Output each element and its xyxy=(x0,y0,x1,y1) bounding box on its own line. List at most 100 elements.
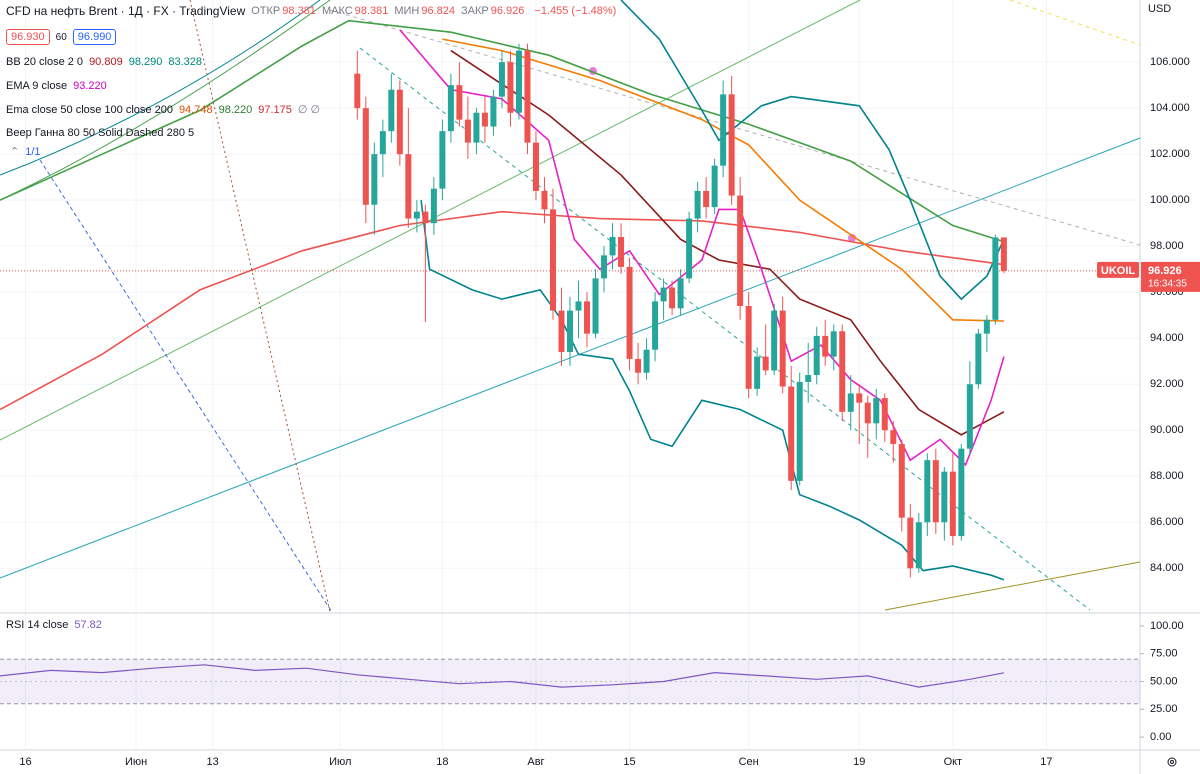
gann-line xyxy=(1009,0,1141,46)
price-tag xyxy=(1097,261,1139,278)
band-line xyxy=(0,0,331,201)
ohlc-value: 96.824 xyxy=(421,5,455,17)
candle-body xyxy=(711,165,718,208)
indicator-value: 98.220 xyxy=(218,103,253,116)
candle-body xyxy=(873,398,880,424)
candle-body xyxy=(703,190,710,208)
change: −1.455 (−1.48%) xyxy=(534,5,617,17)
order-buttons: 96.930 60 96.990 xyxy=(6,29,117,45)
y-tick-label: 75.00 xyxy=(1150,648,1178,660)
candle-body xyxy=(532,142,539,191)
x-tick-label: 15 xyxy=(623,756,635,768)
indicator-legend[interactable]: BB 20 close 2 0 90.809 98.290 83.328 xyxy=(6,56,202,68)
trend-line xyxy=(884,561,1141,611)
candle-body xyxy=(430,188,437,224)
candle-body xyxy=(396,89,403,155)
candle-body xyxy=(464,119,471,143)
order-button[interactable]: 96.990 xyxy=(72,29,117,45)
price-tag-price: 96.926 xyxy=(1148,265,1182,277)
candle-body xyxy=(592,278,599,334)
candle-body xyxy=(456,85,463,120)
candle-body xyxy=(635,358,642,373)
candle-body xyxy=(779,310,786,387)
candle-body xyxy=(839,331,846,412)
y-tick-label: 92.000 xyxy=(1150,378,1184,390)
order-button[interactable]: 96.930 xyxy=(6,29,50,45)
symbol: CFD на нефть Brent · 1Д · FX · TradingVi… xyxy=(6,4,246,18)
candle-body xyxy=(686,218,693,279)
candle-body xyxy=(788,386,795,481)
rsi-title: RSI 14 close xyxy=(6,619,69,631)
candle-body xyxy=(958,448,965,537)
candle-body xyxy=(822,335,829,357)
indicator-value: 98.290 xyxy=(128,56,163,68)
y-tick-label: 102.000 xyxy=(1150,148,1190,160)
candle-body xyxy=(473,112,480,143)
gann-line xyxy=(359,47,1091,611)
candle-body xyxy=(515,50,522,113)
indicator-value: 94.748 xyxy=(178,103,213,116)
x-tick-label: Авг xyxy=(527,756,544,768)
candle-body xyxy=(745,306,752,389)
indicator-legend[interactable]: Ema close 50 close 100 close 200 94.748 98… xyxy=(6,103,321,117)
candle-body xyxy=(490,96,497,127)
candle-body xyxy=(728,94,735,196)
candle-body xyxy=(549,209,556,311)
candle-body xyxy=(813,335,820,376)
rsi-value: 57.82 xyxy=(74,619,102,631)
candle-body xyxy=(601,255,608,279)
candle-body xyxy=(975,333,982,385)
candle-body xyxy=(405,154,412,219)
candle-body xyxy=(890,430,897,445)
ohlc-label: МИН xyxy=(394,5,420,17)
candle-body xyxy=(694,190,701,219)
x-tick-label: Июн xyxy=(125,756,147,768)
candle-body xyxy=(669,287,676,309)
candle-body xyxy=(907,517,914,569)
candle-body xyxy=(567,310,573,353)
y-tick-label: 104.000 xyxy=(1150,102,1190,114)
indicator-value: 97.175 xyxy=(258,103,292,116)
candle-body xyxy=(762,356,769,371)
candle-body xyxy=(932,460,939,523)
candle-body xyxy=(924,460,931,523)
y-tick-label: 50.00 xyxy=(1150,675,1178,687)
ohlc-value: 96.926 xyxy=(490,5,525,17)
band-line xyxy=(0,0,321,176)
price-tag xyxy=(1141,261,1200,292)
candle-body xyxy=(609,236,616,256)
drawing-toolbar[interactable]: ⌃ 1/1 xyxy=(10,145,41,159)
candle-body xyxy=(575,301,582,311)
y-tick-label: 86.000 xyxy=(1150,516,1184,528)
candle-body xyxy=(626,266,633,359)
price-tag-symbol: UKOIL xyxy=(1101,265,1136,277)
ohlc-label: МАКС xyxy=(321,5,353,17)
candle-body xyxy=(864,402,871,424)
currency[interactable]: USD xyxy=(1148,3,1172,15)
indicator-value: 83.328 xyxy=(168,56,203,68)
indicator-legend[interactable]: EMA 9 close 93.220 xyxy=(6,80,107,92)
indicator-line xyxy=(450,49,1005,436)
y-tick-label: 106.000 xyxy=(1150,56,1190,68)
candle-body xyxy=(362,108,369,205)
candle-body xyxy=(830,331,837,357)
y-tick-label: 94.000 xyxy=(1150,332,1184,344)
candle-body xyxy=(447,85,454,132)
candle-body xyxy=(524,50,531,143)
x-tick-label: 19 xyxy=(853,756,865,768)
indicator-legend[interactable]: Веер Ганна 80 50 Solid Dashed 280 5 xyxy=(6,127,194,139)
candle-body xyxy=(354,73,361,109)
x-tick-label: Окт xyxy=(944,756,963,768)
y-tick-label: 25.00 xyxy=(1150,703,1178,715)
order-button[interactable]: 60 xyxy=(55,31,67,43)
candle-body xyxy=(805,375,812,382)
candle-body xyxy=(481,112,488,127)
symbol-legend: CFD на нефть Brent · 1Д · FX · TradingVi… xyxy=(6,4,616,18)
indicator-value: ∅ ∅ xyxy=(297,104,321,116)
settings-icon[interactable] xyxy=(1167,757,1177,767)
indicator-name: BB 20 close 2 0 xyxy=(6,56,84,68)
indicator-line xyxy=(442,38,1004,322)
gann-line xyxy=(39,159,333,613)
x-tick-label: 18 xyxy=(436,756,448,768)
